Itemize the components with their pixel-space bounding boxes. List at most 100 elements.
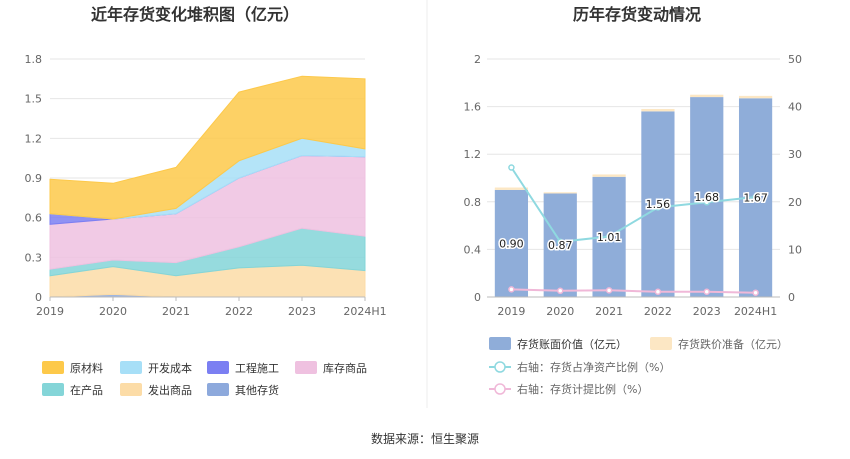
legend-swatch	[42, 383, 64, 396]
legend-swatch	[650, 337, 672, 350]
y2-tick-label: 50	[788, 53, 802, 66]
y2-tick-label: 40	[788, 101, 802, 114]
right-y-axis-left: 0 0.4 0.8 1.2 1.6 2	[464, 53, 482, 304]
left-chart-title: 近年存货变化堆积图（亿元）	[91, 5, 299, 24]
y-tick-label: 0.4	[464, 243, 482, 256]
right-gridlines	[487, 58, 780, 298]
line-point	[654, 204, 662, 211]
line-point	[508, 286, 515, 293]
x-tick-label: 2024H1	[734, 305, 777, 318]
y-tick-label: 1.6	[464, 101, 482, 114]
y-tick-label: 0	[35, 291, 42, 304]
y-tick-label: 1.2	[464, 148, 482, 161]
right-lines	[508, 164, 759, 296]
line-series	[511, 288, 756, 294]
line-point	[703, 199, 710, 206]
bar-value-label: 0.87	[548, 239, 573, 252]
bar-inventory-value	[690, 97, 724, 297]
legend-swatch	[207, 383, 229, 396]
legend-label: 库存商品	[323, 361, 367, 375]
y-tick-label: 0.8	[464, 196, 482, 209]
y2-tick-label: 10	[788, 243, 802, 256]
bar-impairment	[543, 192, 577, 194]
legend-label: 存货账面价值（亿元）	[517, 337, 627, 351]
area-原材料	[49, 75, 366, 220]
right-y-axis-right: 0 10 20 30 40 50	[788, 53, 802, 304]
bar-impairment	[641, 108, 675, 112]
y-tick-label: 1.5	[25, 93, 43, 106]
x-tick-label: 2022	[225, 305, 253, 318]
bar-inventory-value	[543, 193, 577, 297]
x-tick-label: 2019	[36, 305, 64, 318]
line-point	[752, 289, 759, 296]
legend-swatch	[489, 337, 511, 350]
left-stacked-areas	[49, 75, 366, 298]
bar-value-label: 1.67	[743, 192, 768, 205]
legend-swatch	[207, 361, 229, 374]
legend-label: 原材料	[70, 361, 103, 375]
y-tick-label: 0.9	[25, 172, 43, 185]
legend-swatch	[120, 361, 142, 374]
y-tick-label: 1.8	[25, 53, 43, 66]
x-tick-label: 2020	[546, 305, 574, 318]
line-point	[508, 164, 515, 171]
bar-impairment	[494, 187, 529, 190]
x-tick-label: 2024H1	[343, 305, 386, 318]
line-point	[605, 233, 613, 240]
bar-value-label: 1.56	[646, 198, 671, 211]
left-x-axis: 2019 2020 2021 2022 2023 2024H1	[36, 296, 387, 318]
line-point	[752, 193, 759, 201]
y-tick-label: 1.2	[25, 132, 43, 145]
legend-label: 右轴：存货计提比例（%）	[517, 382, 648, 396]
x-tick-label: 2023	[693, 305, 721, 318]
line-point	[605, 287, 613, 294]
legend-label: 工程施工	[235, 362, 279, 375]
x-tick-label: 2021	[162, 305, 190, 318]
y2-tick-label: 30	[788, 148, 802, 161]
right-x-axis: 2019 2020 2021 2022 2023 2024H1	[487, 296, 780, 318]
y-tick-label: 2	[474, 53, 481, 66]
bar-value-label: 1.01	[597, 231, 622, 244]
y-tick-label: 0.6	[25, 212, 43, 225]
legend-marker	[494, 361, 506, 373]
legend-label: 开发成本	[148, 361, 192, 375]
legend-swatch	[295, 361, 317, 374]
right-legend: 存货账面价值（亿元） 存货跌价准备（亿元） 右轴：存货占净资产比例（%） 右轴：存货计…	[489, 337, 788, 396]
legend-marker	[494, 383, 506, 395]
x-tick-label: 2023	[288, 305, 316, 318]
line-series	[510, 166, 756, 243]
line-point	[557, 238, 564, 246]
bar-impairment	[738, 95, 773, 99]
bar-inventory-value	[494, 189, 529, 297]
x-tick-label: 2021	[595, 305, 623, 318]
line-point	[703, 288, 710, 296]
bar-value-label: 0.90	[499, 237, 524, 250]
y-tick-label: 0.3	[25, 251, 43, 264]
y2-tick-label: 20	[788, 196, 802, 209]
line-point	[654, 288, 662, 296]
legend-swatch	[120, 383, 142, 396]
bar-inventory-value	[641, 111, 675, 297]
right-bars	[494, 94, 773, 298]
legend-swatch	[42, 361, 64, 374]
right-bar-labels: 0.90 0.87 1.01 1.56 1.68 1.67	[498, 190, 770, 254]
x-tick-label: 2020	[99, 305, 127, 318]
bar-impairment	[690, 94, 724, 98]
legend-label: 存货跌价准备（亿元）	[678, 337, 788, 351]
bar-value-label: 1.68	[695, 191, 720, 204]
legend-label: 在产品	[70, 383, 103, 397]
data-source-note: 数据来源：恒生聚源	[371, 431, 479, 446]
bar-impairment	[592, 174, 626, 177]
legend-label: 右轴：存货占净资产比例（%）	[517, 360, 670, 374]
legend-label: 发出商品	[148, 383, 192, 397]
y2-tick-label: 0	[788, 291, 795, 304]
x-tick-label: 2019	[497, 305, 525, 318]
y-tick-label: 0	[474, 291, 481, 304]
line-point	[557, 287, 564, 295]
legend-label: 其他存货	[235, 383, 279, 397]
x-tick-label: 2022	[644, 305, 672, 318]
left-y-axis: 0 0.3 0.6 0.9 1.2 1.5 1.8	[25, 53, 43, 304]
right-chart-title: 历年存货变动情况	[573, 5, 701, 24]
